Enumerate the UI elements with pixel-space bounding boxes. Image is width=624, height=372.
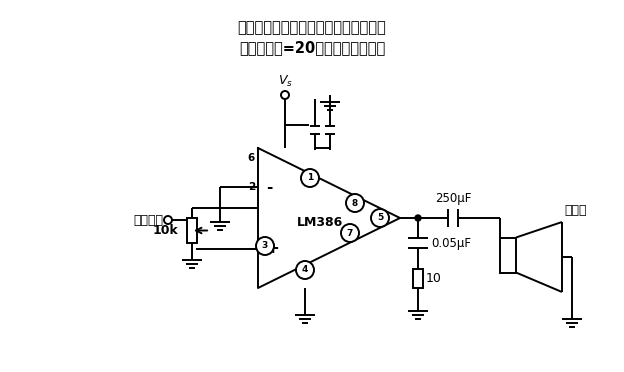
Circle shape (346, 194, 364, 212)
Text: -: - (266, 180, 272, 195)
Text: $V_s$: $V_s$ (278, 74, 293, 89)
Circle shape (341, 224, 359, 242)
Text: 扬声器: 扬声器 (564, 204, 587, 217)
Circle shape (256, 237, 274, 255)
Circle shape (164, 216, 172, 224)
Text: 6: 6 (248, 153, 255, 163)
Text: 7: 7 (347, 228, 353, 237)
Circle shape (415, 215, 421, 221)
Text: 特点：增益=20，使用元器件很少: 特点：增益=20，使用元器件很少 (239, 40, 385, 55)
Text: 5: 5 (377, 214, 383, 222)
Circle shape (371, 209, 389, 227)
Bar (413, 269, 423, 288)
Text: 10k: 10k (152, 224, 178, 237)
Bar (500, 237, 516, 273)
Circle shape (296, 261, 314, 279)
Text: 3: 3 (262, 241, 268, 250)
Text: 0.05μF: 0.05μF (431, 237, 471, 250)
Text: 8: 8 (352, 199, 358, 208)
Text: 250μF: 250μF (435, 192, 471, 205)
Text: +: + (266, 241, 279, 256)
Text: 用于音频功率放大，驱动小功率扬声器: 用于音频功率放大，驱动小功率扬声器 (238, 20, 386, 35)
Text: LM386: LM386 (297, 217, 343, 230)
Text: 1: 1 (307, 173, 313, 183)
Text: 信号输入: 信号输入 (133, 214, 163, 227)
Text: 2: 2 (248, 182, 255, 192)
Circle shape (301, 169, 319, 187)
Text: 4: 4 (302, 266, 308, 275)
Bar (187, 218, 197, 243)
Text: 10: 10 (426, 272, 442, 285)
Circle shape (281, 91, 289, 99)
